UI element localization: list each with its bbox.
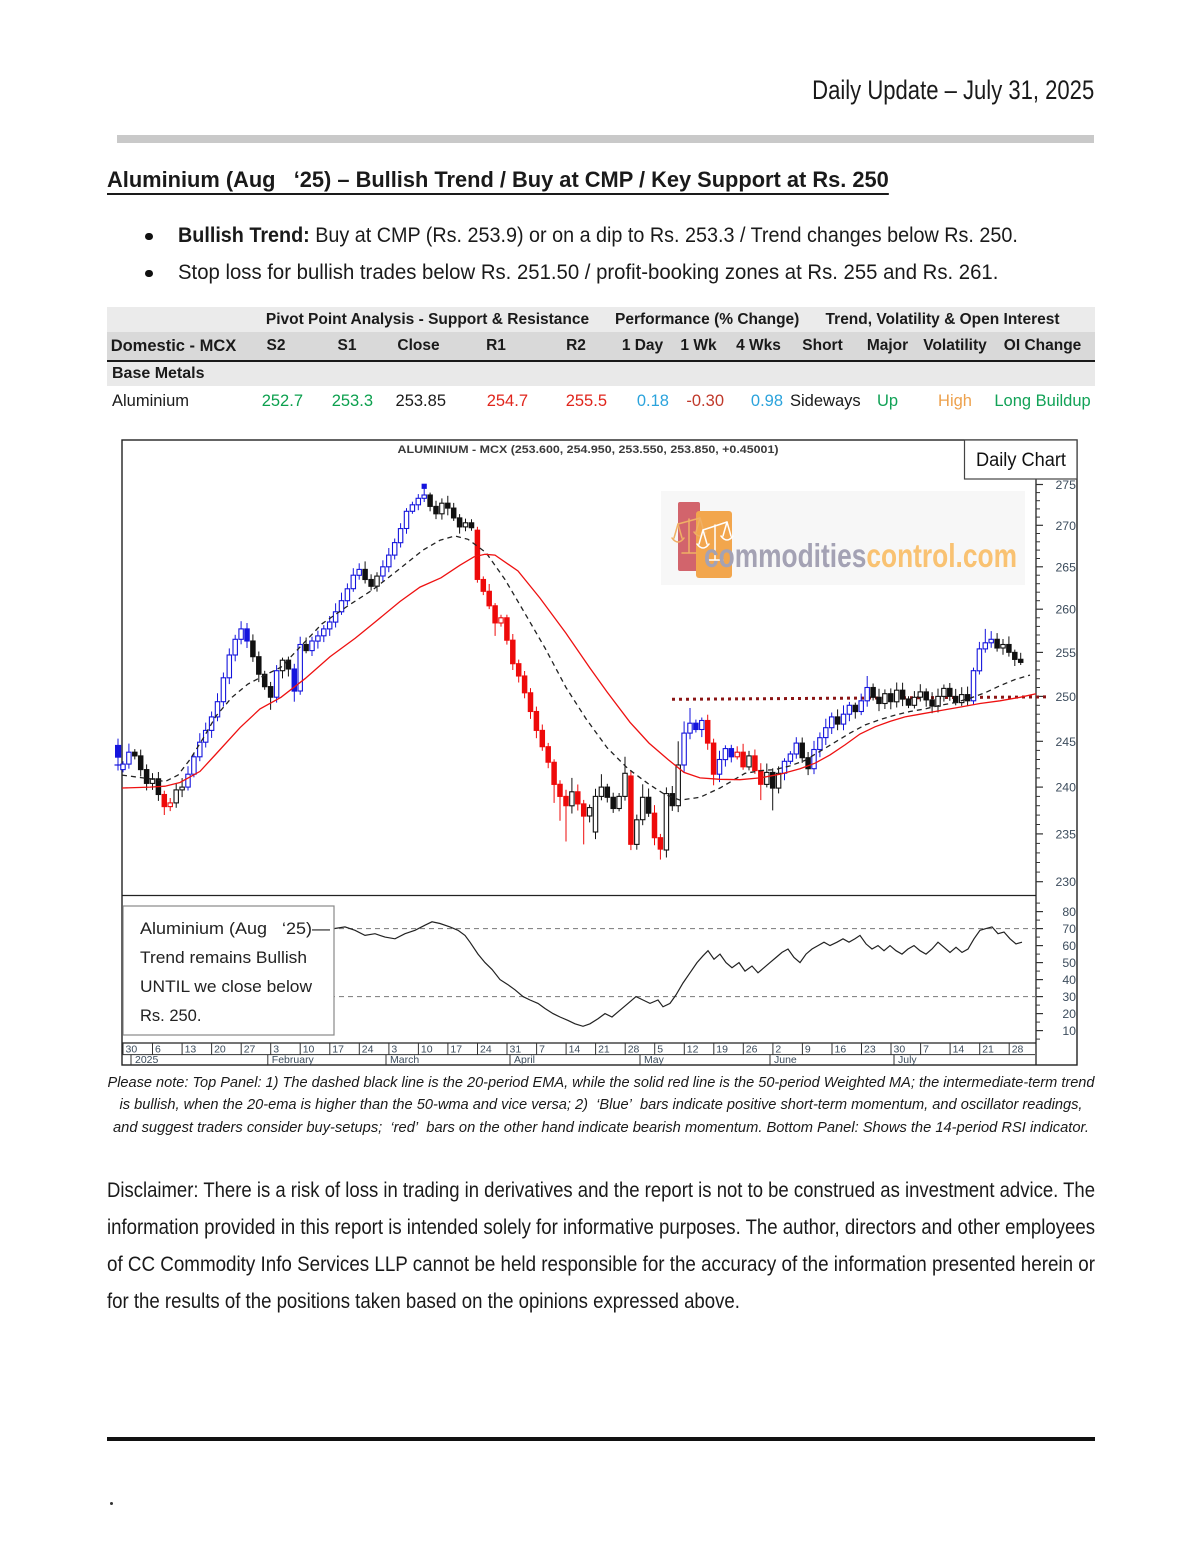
svg-text:31: 31 xyxy=(510,1043,522,1055)
svg-text:30: 30 xyxy=(894,1043,906,1055)
svg-text:80: 80 xyxy=(1062,905,1076,919)
svg-text:9: 9 xyxy=(805,1043,811,1055)
svg-text:UNTIL we close below: UNTIL we close below xyxy=(140,978,312,996)
svg-text:24: 24 xyxy=(480,1043,492,1055)
svg-text:16: 16 xyxy=(835,1043,847,1055)
svg-text:Trend remains Bullish: Trend remains Bullish xyxy=(140,949,307,967)
svg-text:March: March xyxy=(390,1054,419,1066)
svg-text:14: 14 xyxy=(569,1043,581,1055)
svg-text:April: April xyxy=(514,1054,535,1066)
svg-text:270: 270 xyxy=(1055,519,1076,533)
svg-text:24: 24 xyxy=(362,1043,374,1055)
svg-text:Aluminium (Aug ‘25)—: Aluminium (Aug ‘25)— xyxy=(140,920,331,938)
svg-text:20: 20 xyxy=(214,1043,226,1055)
svg-text:23: 23 xyxy=(864,1043,876,1055)
svg-text:50: 50 xyxy=(1062,956,1076,970)
svg-text:40: 40 xyxy=(1062,973,1076,987)
svg-text:May: May xyxy=(644,1054,665,1066)
svg-text:Daily Chart: Daily Chart xyxy=(976,450,1067,471)
svg-text:3: 3 xyxy=(273,1043,279,1055)
svg-text:17: 17 xyxy=(450,1043,462,1055)
svg-text:10: 10 xyxy=(1062,1024,1076,1038)
svg-text:245: 245 xyxy=(1055,735,1076,749)
svg-text:21: 21 xyxy=(598,1043,610,1055)
svg-text:June: June xyxy=(774,1054,797,1066)
svg-text:14: 14 xyxy=(953,1043,965,1055)
svg-text:10: 10 xyxy=(421,1043,433,1055)
svg-text:2: 2 xyxy=(775,1043,781,1055)
svg-text:commoditiescontrol.com: commoditiescontrol.com xyxy=(704,537,1017,574)
svg-text:Rs. 250.: Rs. 250. xyxy=(140,1007,201,1025)
svg-text:60: 60 xyxy=(1062,939,1076,953)
svg-text:February: February xyxy=(272,1054,315,1066)
svg-text:July: July xyxy=(898,1054,917,1066)
svg-text:240: 240 xyxy=(1055,781,1076,795)
svg-text:3: 3 xyxy=(391,1043,397,1055)
svg-text:12: 12 xyxy=(687,1043,699,1055)
svg-text:20: 20 xyxy=(1062,1007,1076,1021)
svg-text:5: 5 xyxy=(657,1043,663,1055)
svg-text:21: 21 xyxy=(982,1043,994,1055)
svg-text:260: 260 xyxy=(1055,603,1076,617)
svg-text:230: 230 xyxy=(1055,875,1076,889)
svg-text:30: 30 xyxy=(1062,990,1076,1004)
svg-text:7: 7 xyxy=(539,1043,545,1055)
svg-text:10: 10 xyxy=(303,1043,315,1055)
svg-text:2025: 2025 xyxy=(135,1054,159,1066)
svg-text:28: 28 xyxy=(1012,1043,1024,1055)
svg-text:6: 6 xyxy=(155,1043,161,1055)
svg-text:70: 70 xyxy=(1062,922,1076,936)
svg-text:275: 275 xyxy=(1055,478,1076,492)
svg-text:27: 27 xyxy=(244,1043,256,1055)
svg-text:ALUMINIUM - MCX (253.600, 254.: ALUMINIUM - MCX (253.600, 254.950, 253.5… xyxy=(398,444,779,456)
svg-text:17: 17 xyxy=(332,1043,344,1055)
svg-text:19: 19 xyxy=(716,1043,728,1055)
svg-text:7: 7 xyxy=(923,1043,929,1055)
svg-text:265: 265 xyxy=(1055,560,1076,574)
svg-text:28: 28 xyxy=(628,1043,640,1055)
svg-text:26: 26 xyxy=(746,1043,758,1055)
svg-text:235: 235 xyxy=(1055,827,1076,841)
svg-text:255: 255 xyxy=(1055,646,1076,660)
svg-text:13: 13 xyxy=(185,1043,197,1055)
svg-text:250: 250 xyxy=(1055,690,1076,704)
svg-text:30: 30 xyxy=(126,1043,138,1055)
